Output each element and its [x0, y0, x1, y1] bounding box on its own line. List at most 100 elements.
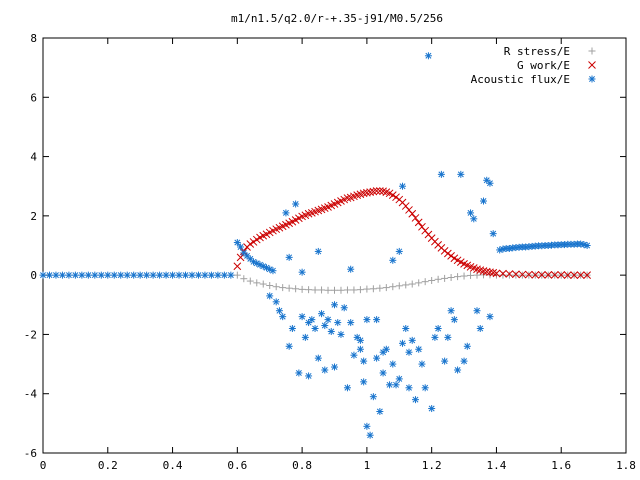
r-stress-point: [382, 284, 390, 292]
acoustic-flux-point: [175, 271, 183, 279]
acoustic-flux-point: [369, 393, 377, 401]
acoustic-flux-point: [373, 316, 381, 324]
r-stress-point: [350, 286, 358, 294]
acoustic-flux-point: [363, 316, 371, 324]
acoustic-flux-point: [295, 369, 303, 377]
r-stress-point: [331, 286, 338, 294]
acoustic-flux-point: [470, 215, 478, 223]
r-stress-point: [512, 271, 520, 279]
x-tick-label: 0.6: [227, 459, 247, 472]
acoustic-flux-point: [84, 271, 92, 279]
g-work-point: [486, 268, 494, 277]
r-stress-point: [337, 286, 345, 294]
legend-label: G work/E: [517, 59, 570, 72]
acoustic-flux-point: [162, 271, 170, 279]
acoustic-flux-point: [334, 319, 342, 327]
r-stress-point: [246, 277, 254, 285]
acoustic-flux-point: [169, 271, 177, 279]
g-work-point: [576, 271, 585, 279]
acoustic-flux-point: [269, 267, 277, 275]
r-stress-point: [279, 284, 287, 292]
r-stress-point: [363, 285, 371, 293]
g-work-point: [544, 270, 553, 279]
acoustic-flux-point: [457, 170, 465, 178]
acoustic-flux-point: [415, 345, 423, 353]
g-work-point: [524, 270, 533, 279]
acoustic-flux-point: [308, 316, 316, 324]
acoustic-flux-point: [194, 271, 202, 279]
g-work-point: [505, 270, 514, 278]
r-stress-point: [402, 281, 410, 289]
r-stress-point: [389, 283, 397, 291]
y-tick-label: 0: [30, 269, 37, 282]
acoustic-flux-point: [395, 375, 403, 383]
r-stress-point: [376, 284, 384, 292]
g-work-point: [492, 269, 501, 278]
r-stress-point: [415, 279, 423, 287]
acoustic-flux-point: [450, 316, 458, 324]
x-tick-label: 1.2: [422, 459, 442, 472]
acoustic-flux-point: [437, 170, 445, 178]
g-work-point: [518, 270, 527, 279]
g-work-point: [447, 252, 455, 260]
acoustic-flux-point: [347, 319, 355, 327]
acoustic-flux-point: [288, 325, 296, 332]
r-stress-point: [356, 286, 364, 294]
x-tick-label: 1: [364, 459, 371, 472]
acoustic-flux-point: [360, 378, 368, 386]
r-stress-point: [454, 273, 462, 281]
acoustic-flux-point: [395, 247, 403, 255]
g-work-point: [414, 218, 423, 227]
r-stress-point: [499, 271, 507, 279]
g-work-point: [369, 187, 378, 196]
r-stress-point: [460, 272, 468, 280]
acoustic-flux-point: [399, 339, 407, 347]
legend-marker: [588, 47, 596, 55]
g-work-point: [557, 270, 566, 279]
legend-label: Acoustic flux/E: [471, 73, 570, 86]
acoustic-flux-point: [117, 271, 125, 279]
r-stress-point: [467, 271, 475, 279]
acoustic-flux-point: [399, 182, 407, 190]
acoustic-flux-point: [405, 384, 413, 392]
x-tick-label: 0: [40, 459, 47, 472]
acoustic-flux-point: [324, 316, 332, 324]
acoustic-flux-point: [97, 271, 105, 279]
g-work-point: [233, 262, 242, 271]
r-stress-point: [343, 286, 351, 294]
y-tick-label: -6: [24, 447, 37, 460]
acoustic-flux-point: [298, 268, 306, 276]
g-work-point: [570, 271, 579, 279]
acoustic-flux-point: [486, 313, 494, 321]
acoustic-flux-point: [321, 322, 329, 330]
acoustic-flux-point: [156, 271, 164, 279]
acoustic-flux-point: [233, 239, 241, 247]
acoustic-flux-point: [65, 271, 73, 279]
r-stress-point: [272, 283, 280, 291]
acoustic-flux-point: [382, 345, 390, 353]
acoustic-flux-point: [479, 197, 487, 205]
acoustic-flux-point: [392, 381, 400, 389]
r-stress-point: [233, 271, 241, 279]
acoustic-flux-point: [405, 348, 413, 356]
acoustic-flux-point: [250, 258, 258, 266]
r-stress-point: [428, 276, 436, 284]
series-g-work: [233, 187, 591, 279]
acoustic-flux-point: [356, 345, 364, 353]
g-work-point: [499, 269, 507, 278]
g-work-point: [408, 209, 417, 218]
g-work-point: [479, 267, 488, 275]
g-work-point: [563, 271, 572, 279]
acoustic-flux-point: [441, 357, 449, 365]
acoustic-flux-point: [301, 333, 309, 341]
acoustic-flux-point: [408, 336, 416, 344]
r-stress-point: [395, 282, 403, 290]
acoustic-flux-point: [318, 310, 326, 318]
legend-label: R stress/E: [504, 45, 570, 58]
legend-marker: [588, 61, 596, 69]
r-stress-point: [441, 274, 449, 282]
r-stress-point: [285, 284, 293, 292]
acoustic-flux-point: [285, 253, 293, 261]
acoustic-flux-point: [473, 307, 481, 315]
